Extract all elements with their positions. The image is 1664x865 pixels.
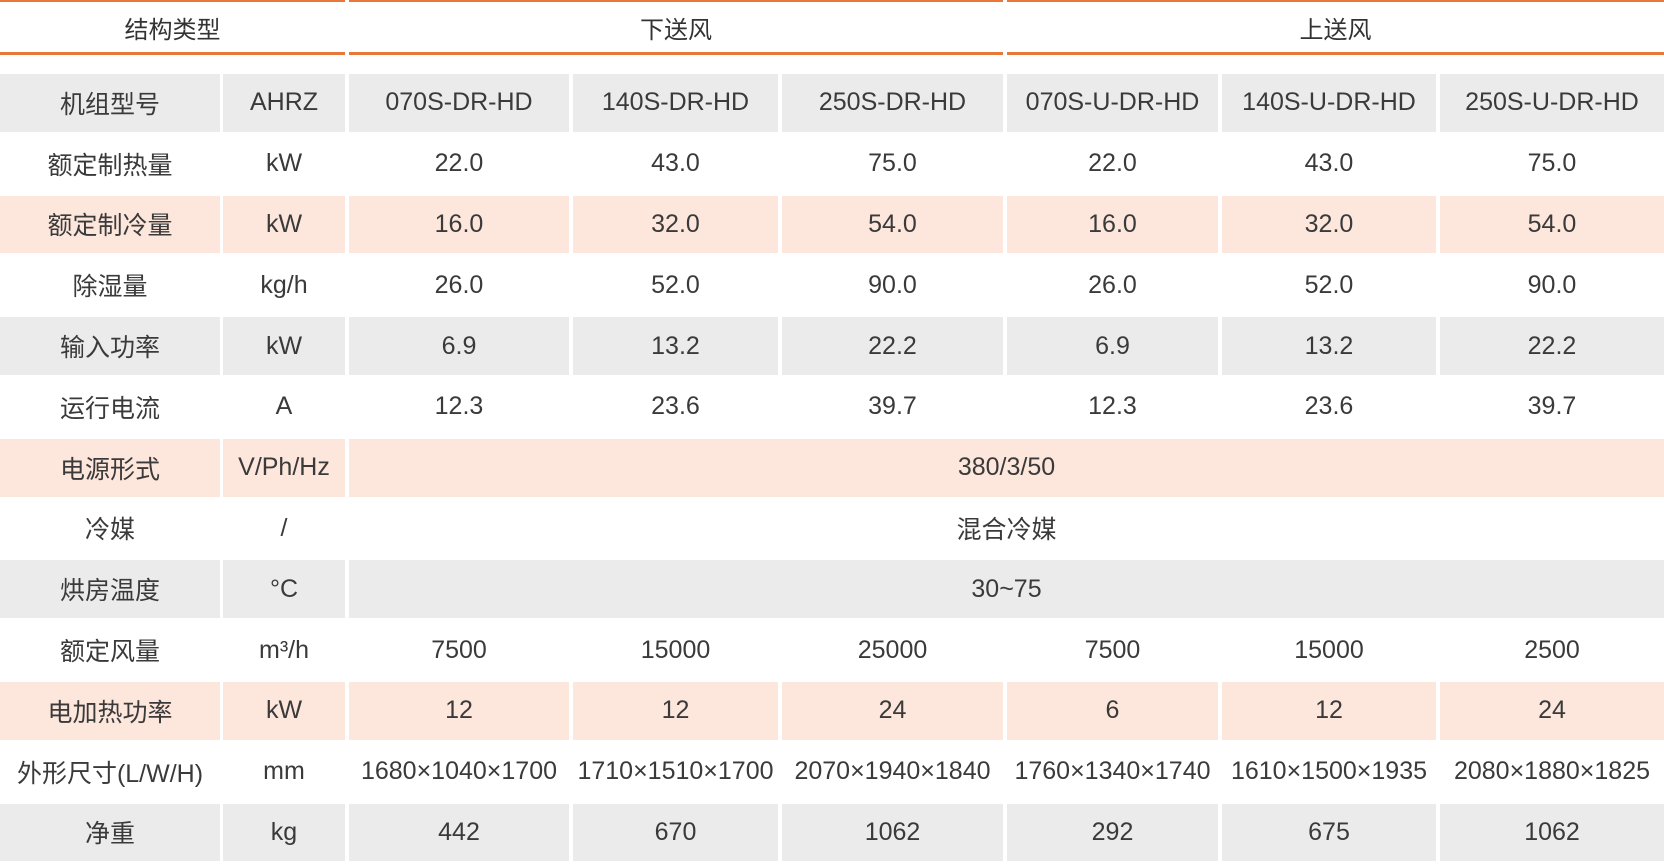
value-cell: 380/3/50 bbox=[349, 438, 1664, 497]
row-label: 烘房温度 bbox=[0, 560, 220, 619]
value-cell: 1710×1510×1700 bbox=[573, 742, 778, 801]
row-label: 电加热功率 bbox=[0, 682, 220, 740]
row-label: 额定制热量 bbox=[0, 134, 220, 193]
value-cell: 16.0 bbox=[349, 195, 569, 254]
unit-cell: kg bbox=[223, 803, 345, 862]
value-cell: 54.0 bbox=[1440, 195, 1664, 254]
value-cell: 43.0 bbox=[573, 134, 778, 193]
unit-cell: kW bbox=[223, 134, 345, 193]
value-cell: 16.0 bbox=[1007, 195, 1218, 254]
value-cell: 26.0 bbox=[349, 256, 569, 315]
row-label: 除湿量 bbox=[0, 256, 220, 315]
unit-cell: kW bbox=[223, 195, 345, 254]
value-cell: 1760×1340×1740 bbox=[1007, 742, 1218, 801]
value-cell: 140S-U-DR-HD bbox=[1222, 74, 1436, 132]
unit-cell: kW bbox=[223, 682, 345, 740]
value-cell: 24 bbox=[1440, 682, 1664, 740]
value-cell: 25000 bbox=[782, 621, 1003, 679]
value-cell: 12.3 bbox=[349, 378, 569, 436]
unit-cell: °C bbox=[223, 560, 345, 619]
value-cell: 52.0 bbox=[573, 256, 778, 315]
value-cell: 140S-DR-HD bbox=[573, 74, 778, 132]
value-cell: 22.2 bbox=[1440, 317, 1664, 375]
value-cell: 675 bbox=[1222, 803, 1436, 862]
row-label: 额定风量 bbox=[0, 621, 220, 679]
unit-cell: A bbox=[223, 378, 345, 436]
value-cell: 7500 bbox=[349, 621, 569, 679]
value-cell: 75.0 bbox=[1440, 134, 1664, 193]
value-cell: 12 bbox=[349, 682, 569, 740]
value-cell: 1062 bbox=[782, 803, 1003, 862]
unit-cell: kg/h bbox=[223, 256, 345, 315]
row-label: 额定制冷量 bbox=[0, 195, 220, 254]
value-cell: 32.0 bbox=[1222, 195, 1436, 254]
unit-cell: V/Ph/Hz bbox=[223, 438, 345, 497]
value-cell: 070S-U-DR-HD bbox=[1007, 74, 1218, 132]
unit-cell: mm bbox=[223, 742, 345, 801]
value-cell: 22.0 bbox=[349, 134, 569, 193]
row-label: 冷媒 bbox=[0, 499, 220, 558]
value-cell: 1610×1500×1935 bbox=[1222, 742, 1436, 801]
value-cell: 12.3 bbox=[1007, 378, 1218, 436]
value-cell: 39.7 bbox=[1440, 378, 1664, 436]
value-cell: 32.0 bbox=[573, 195, 778, 254]
value-cell: 070S-DR-HD bbox=[349, 74, 569, 132]
value-cell: 13.2 bbox=[1222, 317, 1436, 375]
row-label: 外形尺寸(L/W/H) bbox=[0, 742, 220, 801]
value-cell: 15000 bbox=[1222, 621, 1436, 679]
value-cell: 15000 bbox=[573, 621, 778, 679]
value-cell: 39.7 bbox=[782, 378, 1003, 436]
value-cell: 250S-U-DR-HD bbox=[1440, 74, 1664, 132]
value-cell: 90.0 bbox=[782, 256, 1003, 315]
value-cell: 2080×1880×1825 bbox=[1440, 742, 1664, 801]
unit-cell: / bbox=[223, 499, 345, 558]
header-cell: 结构类型 bbox=[0, 0, 345, 55]
unit-cell: AHRZ bbox=[223, 74, 345, 132]
value-cell: 52.0 bbox=[1222, 256, 1436, 315]
unit-cell: kW bbox=[223, 317, 345, 375]
header-cell: 下送风 bbox=[349, 0, 1003, 55]
value-cell: 54.0 bbox=[782, 195, 1003, 254]
value-cell: 442 bbox=[349, 803, 569, 862]
value-cell: 43.0 bbox=[1222, 134, 1436, 193]
value-cell: 75.0 bbox=[782, 134, 1003, 193]
value-cell: 24 bbox=[782, 682, 1003, 740]
value-cell: 6 bbox=[1007, 682, 1218, 740]
value-cell: 13.2 bbox=[573, 317, 778, 375]
value-cell: 250S-DR-HD bbox=[782, 74, 1003, 132]
value-cell: 22.0 bbox=[1007, 134, 1218, 193]
value-cell: 30~75 bbox=[349, 560, 1664, 619]
row-label: 输入功率 bbox=[0, 317, 220, 375]
row-label: 运行电流 bbox=[0, 378, 220, 436]
value-cell: 12 bbox=[573, 682, 778, 740]
value-cell: 22.2 bbox=[782, 317, 1003, 375]
value-cell: 2500 bbox=[1440, 621, 1664, 679]
value-cell: 6.9 bbox=[349, 317, 569, 375]
value-cell: 670 bbox=[573, 803, 778, 862]
value-cell: 7500 bbox=[1007, 621, 1218, 679]
value-cell: 26.0 bbox=[1007, 256, 1218, 315]
header-cell: 上送风 bbox=[1007, 0, 1664, 55]
row-label: 机组型号 bbox=[0, 74, 220, 132]
value-cell: 23.6 bbox=[1222, 378, 1436, 436]
unit-cell: m³/h bbox=[223, 621, 345, 679]
value-cell: 23.6 bbox=[573, 378, 778, 436]
value-cell: 12 bbox=[1222, 682, 1436, 740]
value-cell: 292 bbox=[1007, 803, 1218, 862]
value-cell: 1680×1040×1700 bbox=[349, 742, 569, 801]
value-cell: 6.9 bbox=[1007, 317, 1218, 375]
row-label: 电源形式 bbox=[0, 438, 220, 497]
row-label: 净重 bbox=[0, 803, 220, 862]
value-cell: 1062 bbox=[1440, 803, 1664, 862]
value-cell: 混合冷媒 bbox=[349, 499, 1664, 558]
value-cell: 2070×1940×1840 bbox=[782, 742, 1003, 801]
value-cell: 90.0 bbox=[1440, 256, 1664, 315]
